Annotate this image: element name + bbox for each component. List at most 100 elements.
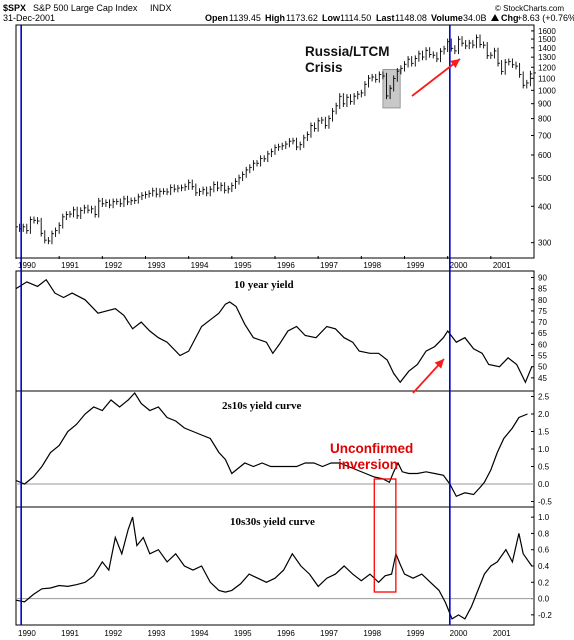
x-axis-label: 1996	[277, 629, 295, 638]
x-axis-label: 1995	[234, 261, 252, 270]
curve-10s30s-y-tick-label: 0.6	[538, 546, 550, 555]
last-value: 1148.08	[395, 13, 427, 23]
yield-arrow-head	[434, 359, 444, 369]
curve-2s10s-y-tick-label: 2.0	[538, 410, 550, 419]
annotation-arrows	[411, 58, 461, 394]
russia-ltcm-annotation-line2: Crisis	[305, 60, 343, 75]
open-value: 1139.45	[229, 13, 261, 23]
x-axis-label: 1995	[234, 629, 252, 638]
high-label: High	[265, 13, 285, 23]
ten-year-yield-y-tick-label: 50	[538, 363, 547, 372]
x-axis-label: 1997	[320, 629, 338, 638]
price-plot: 300 400 500 600 700 800 900 1000 1100 12001300140…	[15, 27, 556, 248]
ten-year-yield-title: 10 year yield	[234, 279, 294, 291]
curve-2s10s-y-tick-label: 0.0	[538, 480, 550, 489]
price-y-tick-label: 700	[538, 131, 552, 140]
high-value: 1173.62	[286, 13, 318, 23]
ten-year-yield-y-tick-label: 75	[538, 307, 547, 316]
x-axis-label: 1991	[61, 629, 79, 638]
x-axis-label: 1990	[18, 629, 36, 638]
curve-2s10s-plot: -0.5 0.0 0.5 1.0 1.5 2.0 2.5	[15, 392, 552, 507]
ten-year-yield-y-tick-label: 80	[538, 296, 547, 305]
x-axis-label: 2001	[493, 261, 511, 270]
x-axis-label: 1998	[363, 629, 381, 638]
curve-10s30s-series-line	[15, 516, 533, 620]
x-axis-label: 1994	[191, 261, 209, 270]
x-axis-label: 1999	[407, 629, 425, 638]
inversion-highlight-box	[373, 478, 397, 593]
price-y-tick-label: 1300	[538, 53, 556, 62]
low-label: Low	[322, 13, 341, 23]
x-axis-label: 1992	[104, 261, 122, 270]
chg-label: Chg	[501, 13, 519, 23]
ten-year-yield-y-tick-label: 55	[538, 352, 547, 361]
curve-10s30s-title: 10s30s yield curve	[230, 516, 315, 528]
triangle-up-icon	[491, 14, 499, 21]
watermark: © StockCharts.com	[495, 4, 564, 13]
date-label: 31-Dec-2001	[3, 13, 55, 23]
curve-2s10s-y-tick-label: -0.5	[538, 498, 552, 507]
price-y-tick-label: 400	[538, 202, 552, 211]
ten-year-yield-y-tick-label: 70	[538, 318, 547, 327]
chart-header: $SPX S&P 500 Large Cap Index INDX 31-Dec…	[3, 3, 574, 23]
x-axis-label: 1999	[407, 261, 425, 270]
inversion-annotation-line1: Unconfirmed	[330, 441, 413, 456]
price-arrow-head	[450, 59, 460, 69]
curve-10s30s-y-tick-label: 0.8	[538, 529, 550, 538]
x-axis-label: 1991	[61, 261, 79, 270]
curve-2s10s-y-tick-label: 0.5	[538, 463, 550, 472]
ten-year-yield-y-tick-label: 60	[538, 340, 547, 349]
price-arrow-shaft	[411, 58, 461, 97]
x-axis-label: 1992	[104, 629, 122, 638]
x-axis-label: 1993	[148, 261, 166, 270]
x-axis-label: 1998	[363, 261, 381, 270]
price-y-tick-label: 900	[538, 100, 552, 109]
volume-label: Volume	[431, 13, 463, 23]
curve-10s30s-y-tick-label: -0.2	[538, 611, 552, 620]
x-axis-label: 1994	[191, 629, 209, 638]
x-axis-label: 2000	[450, 261, 468, 270]
x-axis-label: 1996	[277, 261, 295, 270]
low-value: 1114.50	[340, 13, 371, 23]
index-name-label: S&P 500 Large Cap Index	[33, 3, 138, 13]
ten-year-yield-series-line	[15, 278, 533, 384]
curve-2s10s-y-tick-label: 2.5	[538, 393, 550, 402]
curve-10s30s-y-tick-label: 1.0	[538, 513, 550, 522]
x-axis-label: 1997	[320, 261, 338, 270]
price-y-tick-label: 1100	[538, 74, 556, 83]
volume-value: 34.0B	[463, 13, 487, 23]
price-y-tick-label: 300	[538, 239, 552, 248]
curve-2s10s-title: 2s10s yield curve	[222, 400, 302, 412]
x-axis-label: 1993	[148, 629, 166, 638]
ten-year-yield-y-tick-label: 90	[538, 273, 547, 282]
price-y-tick-label: 1400	[538, 44, 556, 53]
price-y-tick-label: 1500	[538, 35, 556, 44]
ten-year-yield-y-tick-label: 45	[538, 374, 547, 383]
open-label: Open	[205, 13, 228, 23]
price-y-tick-label: 600	[538, 151, 552, 160]
curve-10s30s-y-tick-label: 0.2	[538, 578, 550, 587]
x-axis-labels-bottom: 1990 1991 1992 1993 1994 1995 1996 1997 1998 1999…	[18, 629, 511, 638]
curve-2s10s-y-tick-label: 1.0	[538, 445, 550, 454]
price-y-tick-label: 1000	[538, 86, 556, 95]
curve-10s30s-plot: -0.2 0.0 0.2 0.4 0.6 0.8 1.0	[15, 513, 552, 620]
x-axis-label: 2000	[450, 629, 468, 638]
ten-year-yield-y-tick-label: 85	[538, 285, 547, 294]
price-y-tick-label: 1200	[538, 63, 556, 72]
curve-10s30s-y-tick-label: 0.0	[538, 595, 550, 604]
exchange-label: INDX	[150, 3, 172, 13]
x-axis-labels-top: 1990 1991 1992 1993 1994 1995 1996 1997 1998 1999…	[15, 256, 511, 270]
ten-year-yield-y-tick-label: 65	[538, 329, 547, 338]
inversion-annotation-line2: inversion	[338, 457, 398, 472]
symbol-label: $SPX	[3, 3, 26, 13]
curve-10s30s-y-tick-label: 0.4	[538, 562, 550, 571]
price-y-tick-label: 800	[538, 115, 552, 124]
chg-value: +8.63 (+0.76%)	[517, 13, 574, 23]
curve-2s10s-y-tick-label: 1.5	[538, 428, 550, 437]
curve-2s10s-series-line	[15, 392, 528, 498]
x-axis-label: 2001	[493, 629, 511, 638]
russia-ltcm-annotation-line1: Russia/LTCM	[305, 44, 390, 59]
price-y-tick-label: 1600	[538, 27, 556, 36]
crisis-shaded-region	[382, 69, 401, 109]
last-label: Last	[376, 13, 395, 23]
